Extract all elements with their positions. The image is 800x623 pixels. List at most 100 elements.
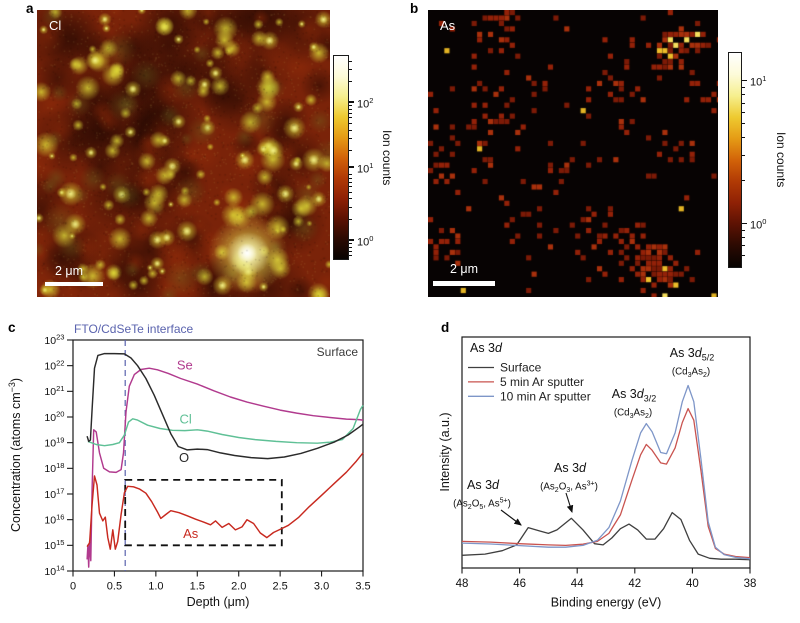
d-x-tick-label: 46 [513,578,526,590]
colorbar-tick-label: 100 [357,233,374,249]
d-x-tick-label: 40 [686,578,699,590]
d-annotation-0-sub: (Cd3As2) [672,367,710,380]
panel-a-colorbar-title: Ion counts [380,129,394,186]
c-series-Se [86,367,364,568]
xps-spectra-chart: 48 46 44 42 40 38 Binding energy (eV) Intensity… [438,336,757,610]
colorbar-tick-label: 101 [357,160,374,176]
c-x-axis-title: Depth (μm) [187,595,250,609]
d-plot-box [461,336,751,569]
colorbar-gradient [333,55,349,260]
colorbar-minor-tick [349,138,352,140]
panel-d-letter: d [441,320,450,335]
colorbar-tick [742,222,747,224]
colorbar-minor-tick [742,229,745,231]
colorbar-minor-tick [742,123,745,125]
c-y-tick-label: 1023 [44,333,64,347]
panel-b-ion-map: As 2 μm [428,10,718,297]
d-series-10-min-Ar-sputter [461,384,751,560]
colorbar-tick-label: 102 [357,95,374,111]
cl-ion-map-image [37,10,330,297]
colorbar-tick-label: 100 [750,217,767,232]
colorbar-minor-tick [349,117,352,119]
d-x-axis-title: Binding energy (eV) [551,596,661,610]
c-series-label-Se: Se [177,358,193,373]
panel-a-scalebar [45,282,103,286]
colorbar-tick-label: 101 [750,74,767,89]
c-series-O [86,352,364,460]
c-plot-box [72,339,364,572]
colorbar-minor-tick [742,94,745,96]
c-y-tick-label: 1017 [44,487,64,501]
panel-a-letter: a [26,1,34,16]
c-y-tick-label: 1015 [44,538,64,552]
colorbar-minor-tick [349,81,352,83]
colorbar-minor-tick [349,198,352,200]
d-annotation-arrow [565,492,574,514]
panel-b-letter: b [410,1,419,16]
colorbar-gradient [728,52,742,268]
c-x-tick-label: 2.5 [272,581,287,593]
c-surface-label: Surface [317,345,359,359]
c-x-tick-label: 0.5 [107,581,122,593]
colorbar-minor-tick [349,250,352,252]
d-x-tick-label: 44 [571,578,584,590]
d-legend-label: Surface [500,361,542,375]
d-annotation-arrow [500,509,522,526]
colorbar-minor-tick [742,112,745,114]
colorbar-minor-tick [349,69,352,71]
colorbar-minor-tick [349,246,352,248]
as-ion-map-image [428,10,718,297]
d-y-axis-title: Intensity (a.u.) [438,412,452,491]
panel-b-colorbar: 101 100 [728,52,766,268]
colorbar-minor-tick [349,150,352,152]
c-dashed-box [124,478,283,547]
colorbar-minor-tick [349,105,352,107]
d-series-Surface [461,511,751,561]
d-x-tick-label: 48 [456,578,469,590]
panel-a-colorbar: 102 101 100 [333,55,373,260]
panel-a-scalebar-label: 2 μm [55,264,84,278]
d-annotation-1-sub: (Cd3As2) [614,408,652,421]
colorbar-minor-tick [742,236,745,238]
d-annotation-2-sub: (As2O3, As3+) [540,481,598,495]
c-y-tick-label: 1022 [44,358,64,372]
c-x-tick-label: 2.0 [231,581,246,593]
c-series-label-O: O [179,450,189,465]
colorbar-minor-tick [349,181,352,183]
colorbar-minor-tick [742,245,745,247]
colorbar-tick [742,79,747,81]
c-y-tick-label: 1019 [44,435,64,449]
c-series-Cl [87,405,364,447]
colorbar-minor-tick [349,174,352,176]
colorbar-minor-tick [742,155,745,157]
d-legend-label: 10 min Ar sputter [500,389,591,403]
colorbar-minor-tick [349,207,352,209]
c-y-tick-label: 1016 [44,512,64,526]
colorbar-minor-tick [349,255,352,257]
colorbar-minor-tick [742,254,745,256]
c-x-tick-label: 3.0 [314,581,329,593]
colorbar-minor-tick [349,108,352,110]
colorbar-minor-tick [349,129,352,131]
d-annotation-2: As 3d [554,461,587,475]
panel-b-scalebar [433,281,495,286]
colorbar-tick [349,101,354,103]
c-y-tick-label: 1018 [44,461,64,475]
d-annotation-3-sub: (As2O5, As5+) [453,498,511,512]
d-annotation-1: As 3d3/2 [612,387,656,404]
panel-a-ion-map: Cl 2 μm [37,10,330,297]
colorbar-minor-tick [349,122,352,124]
depth-profile-chart: 1014 1015 1016 1017 1018 1019 1020 1021 1022 1023… [7,322,371,609]
colorbar-minor-tick [742,137,745,139]
panel-b-scalebar-label: 2 μm [450,262,479,276]
panel-a-element-tag: Cl [49,18,62,33]
panel-b-element-tag: As [440,18,456,33]
d-legend-label: 5 min Ar sputter [500,375,584,389]
d-x-tick-label: 38 [744,578,757,590]
c-y-tick-label: 1021 [44,384,64,398]
panel-b-colorbar-title: Ion counts [774,132,788,188]
c-x-tick-label: 0 [70,581,76,593]
colorbar-minor-tick [349,191,352,193]
c-x-tick-label: 3.5 [355,581,370,593]
c-interface-label: FTO/CdSeTe interface [74,322,193,336]
